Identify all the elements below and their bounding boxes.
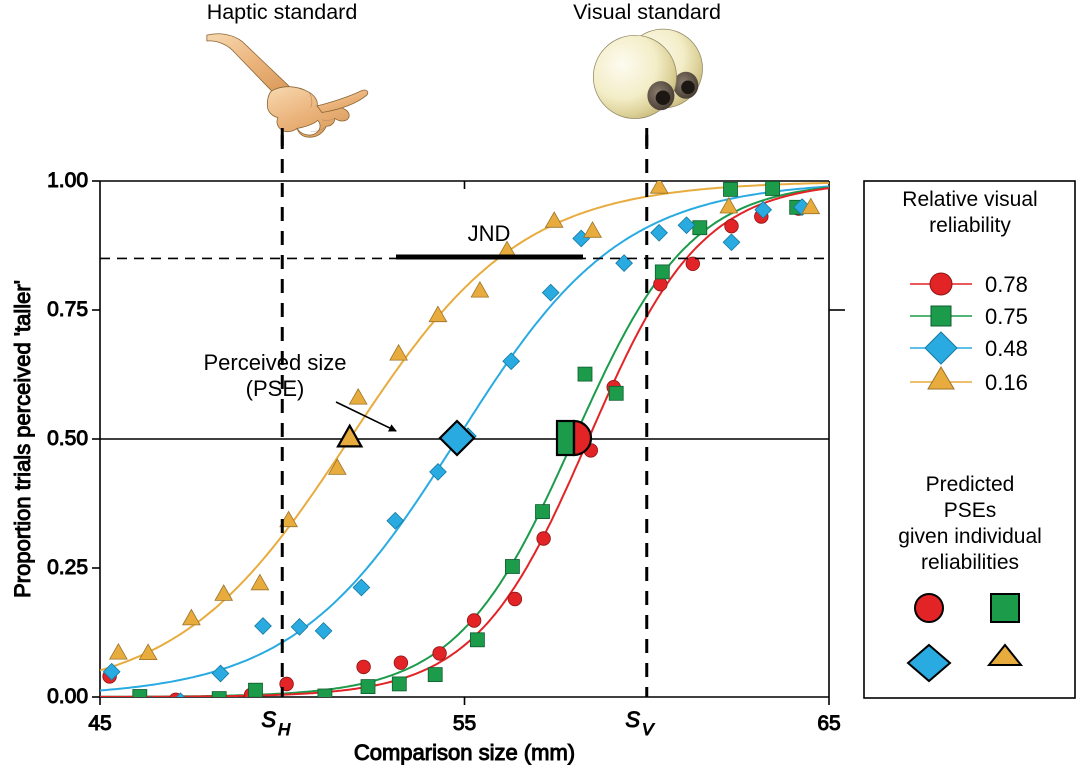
svg-text:0.25: 0.25 <box>47 556 88 579</box>
svg-text:0.16: 0.16 <box>985 370 1028 395</box>
svg-text:65: 65 <box>817 712 840 735</box>
svg-text:given individual: given individual <box>898 525 1042 548</box>
svg-text:0.00: 0.00 <box>47 685 88 708</box>
svg-text:V: V <box>642 720 655 739</box>
svg-text:1.00: 1.00 <box>47 169 88 192</box>
svg-text:S: S <box>625 707 640 732</box>
svg-text:reliability: reliability <box>929 214 1011 237</box>
svg-text:PSEs: PSEs <box>944 499 997 522</box>
svg-text:H: H <box>278 720 291 739</box>
svg-text:Proportion trials perceived 't: Proportion trials perceived 'taller' <box>10 280 35 598</box>
svg-text:0.78: 0.78 <box>985 272 1028 297</box>
svg-text:Visual standard: Visual standard <box>573 0 721 24</box>
svg-text:55: 55 <box>453 712 476 735</box>
svg-text:JND: JND <box>468 221 511 246</box>
svg-text:reliabilities: reliabilities <box>921 551 1019 574</box>
svg-text:0.75: 0.75 <box>47 298 88 321</box>
svg-text:0.50: 0.50 <box>47 427 88 450</box>
svg-text:0.48: 0.48 <box>985 336 1028 361</box>
svg-text:Predicted: Predicted <box>926 473 1015 496</box>
svg-text:45: 45 <box>88 712 111 735</box>
svg-text:Perceived size: Perceived size <box>203 350 346 375</box>
svg-text:(PSE): (PSE) <box>246 376 305 401</box>
svg-text:Comparison size (mm): Comparison size (mm) <box>354 740 575 765</box>
svg-text:S: S <box>261 707 276 732</box>
svg-text:Relative visual: Relative visual <box>902 188 1037 211</box>
svg-text:Haptic standard: Haptic standard <box>207 0 358 24</box>
svg-text:0.75: 0.75 <box>985 304 1028 329</box>
